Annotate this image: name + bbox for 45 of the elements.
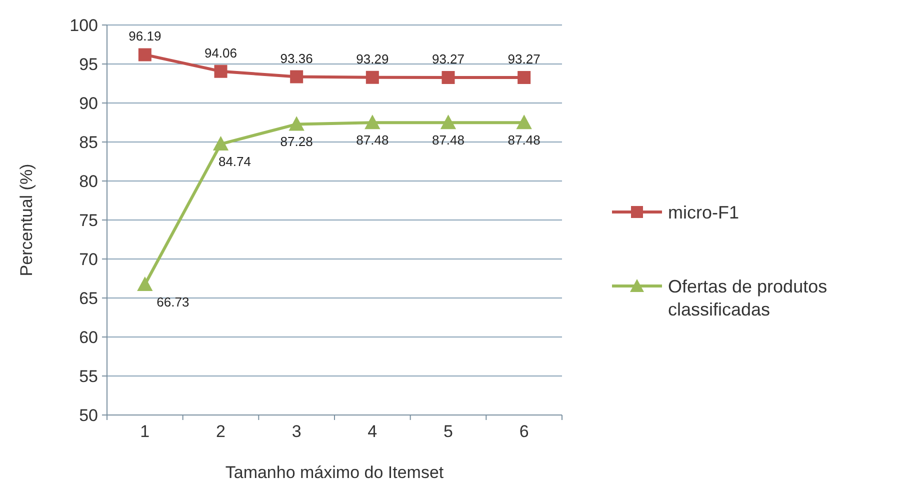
point: [138, 48, 152, 62]
x-tick-label: 6: [519, 422, 529, 441]
point: [364, 115, 380, 130]
y-tick-label: 55: [79, 366, 98, 386]
data-label: 93.27: [432, 51, 465, 66]
point: [213, 136, 228, 151]
y-tick-label: 75: [79, 210, 98, 230]
x-tick-label: 3: [292, 422, 302, 441]
x-axis-title: Tamanho máximo do Itemset: [225, 463, 444, 482]
data-label: 87.48: [432, 132, 465, 148]
y-tick-label: 50: [79, 406, 98, 425]
y-tick-label: 60: [79, 328, 98, 347]
data-label: 93.29: [356, 51, 389, 66]
x-tick-label: 1: [140, 422, 150, 441]
y-axis-title: Percentual (%): [17, 164, 36, 276]
point: [137, 277, 152, 292]
data-label: 93.36: [280, 50, 313, 66]
data-label: 94.06: [204, 45, 238, 60]
y-tick-label: 65: [79, 288, 98, 308]
point: [442, 70, 455, 84]
legend-label: micro-F1: [668, 202, 739, 222]
data-label: 87.48: [508, 132, 540, 148]
point: [518, 70, 531, 84]
point: [289, 116, 304, 131]
y-tick-label: 95: [79, 54, 98, 74]
data-label: 87.28: [280, 134, 313, 150]
data-label: 96.19: [128, 28, 162, 44]
point: [290, 70, 304, 84]
y-tick-label: 80: [79, 172, 98, 191]
point: [214, 64, 228, 78]
point: [366, 70, 379, 84]
data-label: 66.73: [156, 294, 190, 310]
legend-label: Ofertas de produtos classificadas: [668, 276, 828, 320]
point: [516, 115, 532, 130]
y-tick-label: 100: [70, 16, 98, 35]
x-tick-label: 5: [444, 422, 453, 441]
x-tick-label: 2: [216, 422, 226, 441]
y-tick-label: 90: [79, 94, 98, 113]
data-label: 93.27: [508, 51, 540, 66]
y-tick-label: 70: [79, 250, 98, 269]
data-label: 84.74: [218, 154, 252, 170]
y-tick-label: 85: [79, 132, 98, 152]
x-tick-label: 4: [368, 422, 378, 441]
point: [440, 115, 456, 130]
data-label: 87.48: [356, 132, 389, 148]
